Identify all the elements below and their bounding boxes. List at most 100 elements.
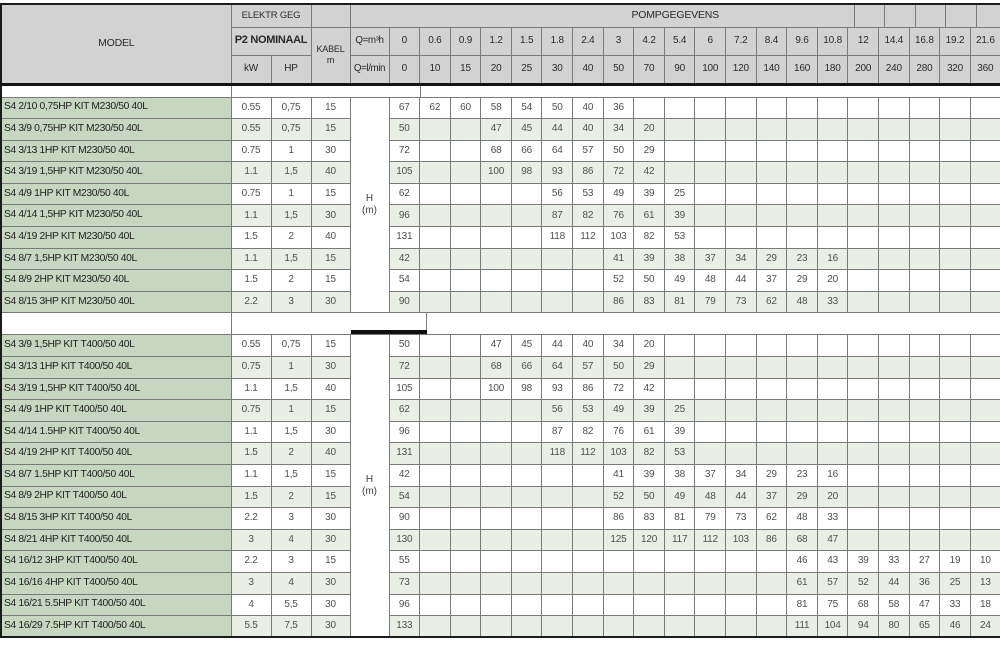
h-value-cell: [694, 356, 727, 379]
h-value-cell: 54: [388, 269, 421, 292]
h-value-cell: [419, 571, 451, 595]
table-row: S4 4/19 2HP KIT T400/50 40L 1.5 2 40 131 118 1…: [0, 442, 1000, 465]
flow-lmin-tick: 100: [694, 54, 727, 86]
h-value-cell: [541, 593, 574, 617]
h-value-cell: [572, 290, 604, 314]
h-value-cell: [755, 139, 788, 163]
kabel-header: KABEL m: [310, 26, 351, 86]
h-value-cell: [939, 399, 971, 422]
h-value-cell: [755, 96, 788, 120]
h-value-cell: [449, 442, 482, 465]
flow-lmin-tick: 360: [969, 54, 1000, 86]
h-value-cell: [939, 290, 971, 314]
h-value-cell: [816, 442, 849, 465]
h-value-cell: [449, 528, 482, 552]
h-value-cell: [510, 290, 543, 314]
hp-cell: 0,75: [270, 96, 312, 120]
h-value-cell: 45: [510, 118, 543, 141]
h-value-cell: [541, 571, 574, 595]
header-divider: [914, 5, 916, 26]
model-name-cell: S4 16/16 4HP KIT T400/50 40L: [0, 571, 232, 595]
h-value-cell: [572, 571, 604, 595]
h-value-cell: [449, 290, 482, 314]
flow-m3h-tick: 21.6: [969, 26, 1000, 56]
h-value-cell: [449, 571, 482, 595]
h-value-cell: [847, 139, 879, 163]
h-value-cell: [510, 420, 543, 444]
h-value-cell: [510, 182, 543, 206]
h-value-cell: 64: [541, 356, 574, 379]
h-m-column: H (m): [349, 334, 390, 638]
h-value-cell: [694, 139, 727, 163]
h-value-cell: [939, 247, 971, 271]
h-value-cell: 50: [633, 485, 665, 509]
hp-cell: 1,5: [270, 247, 312, 271]
flow-lmin-tick: 240: [878, 54, 910, 86]
h-value-cell: [449, 615, 482, 638]
kabel-cell: 15: [310, 464, 351, 487]
h-value-cell: [847, 528, 879, 552]
h-value-cell: 48: [694, 485, 727, 509]
h-value-cell: 25: [939, 571, 971, 595]
h-value-cell: [694, 615, 727, 638]
h-value-cell: [419, 334, 451, 358]
h-value-cell: 73: [725, 507, 757, 530]
h-value-cell: 68: [480, 139, 512, 163]
flow-lmin-tick: 50: [602, 54, 635, 86]
p2-nominaal-header: P2 NOMINAAL: [230, 26, 312, 56]
h-value-cell: [969, 204, 1000, 228]
h-value-cell: 47: [908, 593, 941, 617]
table-row: S4 4/9 1HP KIT T400/50 40L 0.75 1 15 62 56 53 4…: [0, 399, 1000, 422]
h-value-cell: [908, 161, 941, 184]
h-value-cell: [419, 507, 451, 530]
flow-lmin-tick: 15: [449, 54, 482, 86]
h-value-cell: [449, 420, 482, 444]
h-value-cell: [510, 204, 543, 228]
h-value-cell: 53: [572, 399, 604, 422]
h-value-cell: [419, 290, 451, 314]
h-value-cell: [449, 182, 482, 206]
h-value-cell: [969, 356, 1000, 379]
kabel-cell: 30: [310, 356, 351, 379]
h-value-cell: 47: [816, 528, 849, 552]
h-value-cell: 66: [510, 356, 543, 379]
h-value-cell: [755, 399, 788, 422]
h-value-cell: 33: [816, 290, 849, 314]
h-value-cell: [908, 247, 941, 271]
h-value-cell: 39: [633, 399, 665, 422]
table-row: S4 4/14 1,5HP KIT M230/50 40L 1.1 1,5 30 96 8…: [0, 204, 1000, 228]
h-value-cell: [725, 571, 757, 595]
h-value-cell: 13: [969, 571, 1000, 595]
flow-m3h-tick: 10.8: [816, 26, 849, 56]
h-value-cell: 23: [786, 247, 818, 271]
kabel-cell: 15: [310, 182, 351, 206]
h-value-cell: 133: [388, 615, 421, 638]
hp-cell: 2: [270, 485, 312, 509]
h-value-cell: [572, 615, 604, 638]
h-value-cell: [725, 139, 757, 163]
h-value-cell: [449, 399, 482, 422]
h-value-cell: 105: [388, 377, 421, 401]
h-value-cell: [480, 442, 512, 465]
hp-cell: 0,75: [270, 334, 312, 358]
h-value-cell: [878, 507, 910, 530]
h-value-cell: [572, 550, 604, 573]
h-value-cell: [755, 204, 788, 228]
h-value-cell: [969, 377, 1000, 401]
h-value-cell: 87: [541, 420, 574, 444]
h-value-cell: 80: [878, 615, 910, 638]
h-value-cell: 20: [816, 485, 849, 509]
h-value-cell: 68: [847, 593, 879, 617]
h-value-cell: 57: [572, 356, 604, 379]
h-value-cell: [908, 269, 941, 292]
h-value-cell: [694, 334, 727, 358]
h-value-cell: 50: [541, 96, 574, 120]
h-value-cell: 29: [633, 356, 665, 379]
h-value-cell: [939, 485, 971, 509]
h-value-cell: 47: [480, 118, 512, 141]
h-value-cell: [878, 247, 910, 271]
h-value-cell: 62: [388, 182, 421, 206]
table-row: S4 3/19 1,5HP KIT T400/50 40L 1.1 1,5 40 105…: [0, 377, 1000, 401]
h-value-cell: [572, 593, 604, 617]
h-m-column: H (m): [349, 96, 390, 314]
